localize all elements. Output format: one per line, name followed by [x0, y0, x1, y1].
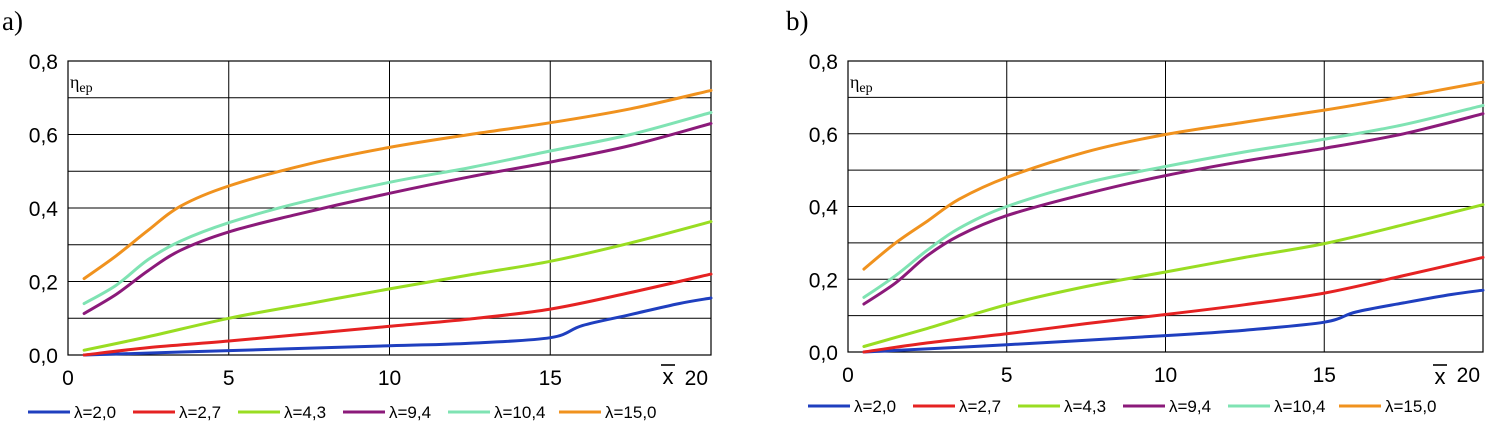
legend-item: λ=9,4: [1123, 397, 1211, 416]
legend-label: λ=4,3: [1064, 397, 1106, 416]
series-line: [862, 80, 1485, 271]
series-line: [82, 272, 713, 357]
x-tick-label: 5: [1001, 364, 1013, 387]
series-line: [862, 288, 1485, 354]
legend-label: λ=4,3: [284, 403, 326, 422]
x-tick-label: 20: [685, 367, 708, 390]
plot-frame: [67, 60, 712, 356]
legend-label: λ=2,7: [959, 397, 1001, 416]
y-tick-label: 0,2: [809, 269, 838, 292]
legend-item: λ=15,0: [559, 403, 657, 422]
plot-frame: [847, 60, 1484, 353]
y-tick-label: 0,0: [809, 342, 838, 365]
x-tick-label: 0: [62, 367, 74, 390]
y-tick-label: 0,8: [809, 51, 838, 74]
legend-item: λ=4,3: [238, 403, 326, 422]
y-tick-label: 0,6: [29, 125, 58, 148]
x-tick-label: 5: [223, 367, 235, 390]
y-axis-label: ηep: [70, 72, 93, 96]
legend-item: λ=2,7: [133, 403, 221, 422]
panel-label: b): [786, 6, 809, 36]
x-axis-label: x: [663, 364, 674, 389]
x-tick-label: 10: [378, 367, 401, 390]
series-line: [82, 296, 713, 357]
legend-label: λ=15,0: [1385, 397, 1437, 416]
series-line: [862, 103, 1485, 299]
y-tick-label: 0,4: [29, 198, 59, 221]
x-tick-label: 0: [842, 364, 854, 387]
legend-label: λ=2,0: [854, 397, 896, 416]
grid: [67, 60, 712, 356]
grid: [847, 60, 1484, 353]
series-line: [82, 88, 713, 281]
legend-label: λ=9,4: [1169, 397, 1211, 416]
legend-item: λ=10,4: [1228, 397, 1326, 416]
y-tick-label: 0,6: [809, 124, 838, 147]
legend-label: λ=2,0: [74, 403, 116, 422]
y-tick-label: 0,8: [29, 51, 58, 74]
x-tick-label: 20: [1457, 364, 1480, 387]
panel-label: a): [2, 6, 23, 36]
legend-item: λ=2,0: [28, 403, 116, 422]
legend-item: λ=15,0: [1339, 397, 1437, 416]
legend: λ=2,0 λ=2,7 λ=4,3 λ=9,4 λ=10,4 λ=15,0: [808, 397, 1437, 416]
series-line: [82, 122, 713, 315]
series-line: [862, 112, 1485, 306]
legend-item: λ=2,7: [913, 397, 1001, 416]
x-tick-label: 10: [1154, 364, 1177, 387]
legend-label: λ=10,4: [1274, 397, 1326, 416]
legend-item: λ=4,3: [1018, 397, 1106, 416]
legend-item: λ=10,4: [448, 403, 546, 422]
series-line: [862, 203, 1485, 348]
legend-item: λ=2,0: [808, 397, 896, 416]
legend: λ=2,0 λ=2,7 λ=4,3 λ=9,4 λ=10,4 λ=15,0: [28, 403, 657, 422]
series-line: [82, 220, 713, 352]
series-line: [862, 255, 1485, 354]
legend-item: λ=9,4: [343, 403, 431, 422]
y-axis-label: ηep: [850, 72, 873, 96]
legend-label: λ=10,4: [494, 403, 546, 422]
y-tick-label: 0,2: [29, 272, 58, 295]
legend-label: λ=2,7: [179, 403, 221, 422]
y-tick-label: 0,0: [29, 345, 58, 368]
x-axis-label: x: [1435, 364, 1446, 389]
x-tick-label: 15: [1313, 364, 1336, 387]
legend-label: λ=15,0: [605, 403, 657, 422]
legend-label: λ=9,4: [389, 403, 431, 422]
y-tick-label: 0,4: [809, 197, 839, 220]
x-tick-label: 15: [539, 367, 562, 390]
series-line: [82, 111, 713, 306]
